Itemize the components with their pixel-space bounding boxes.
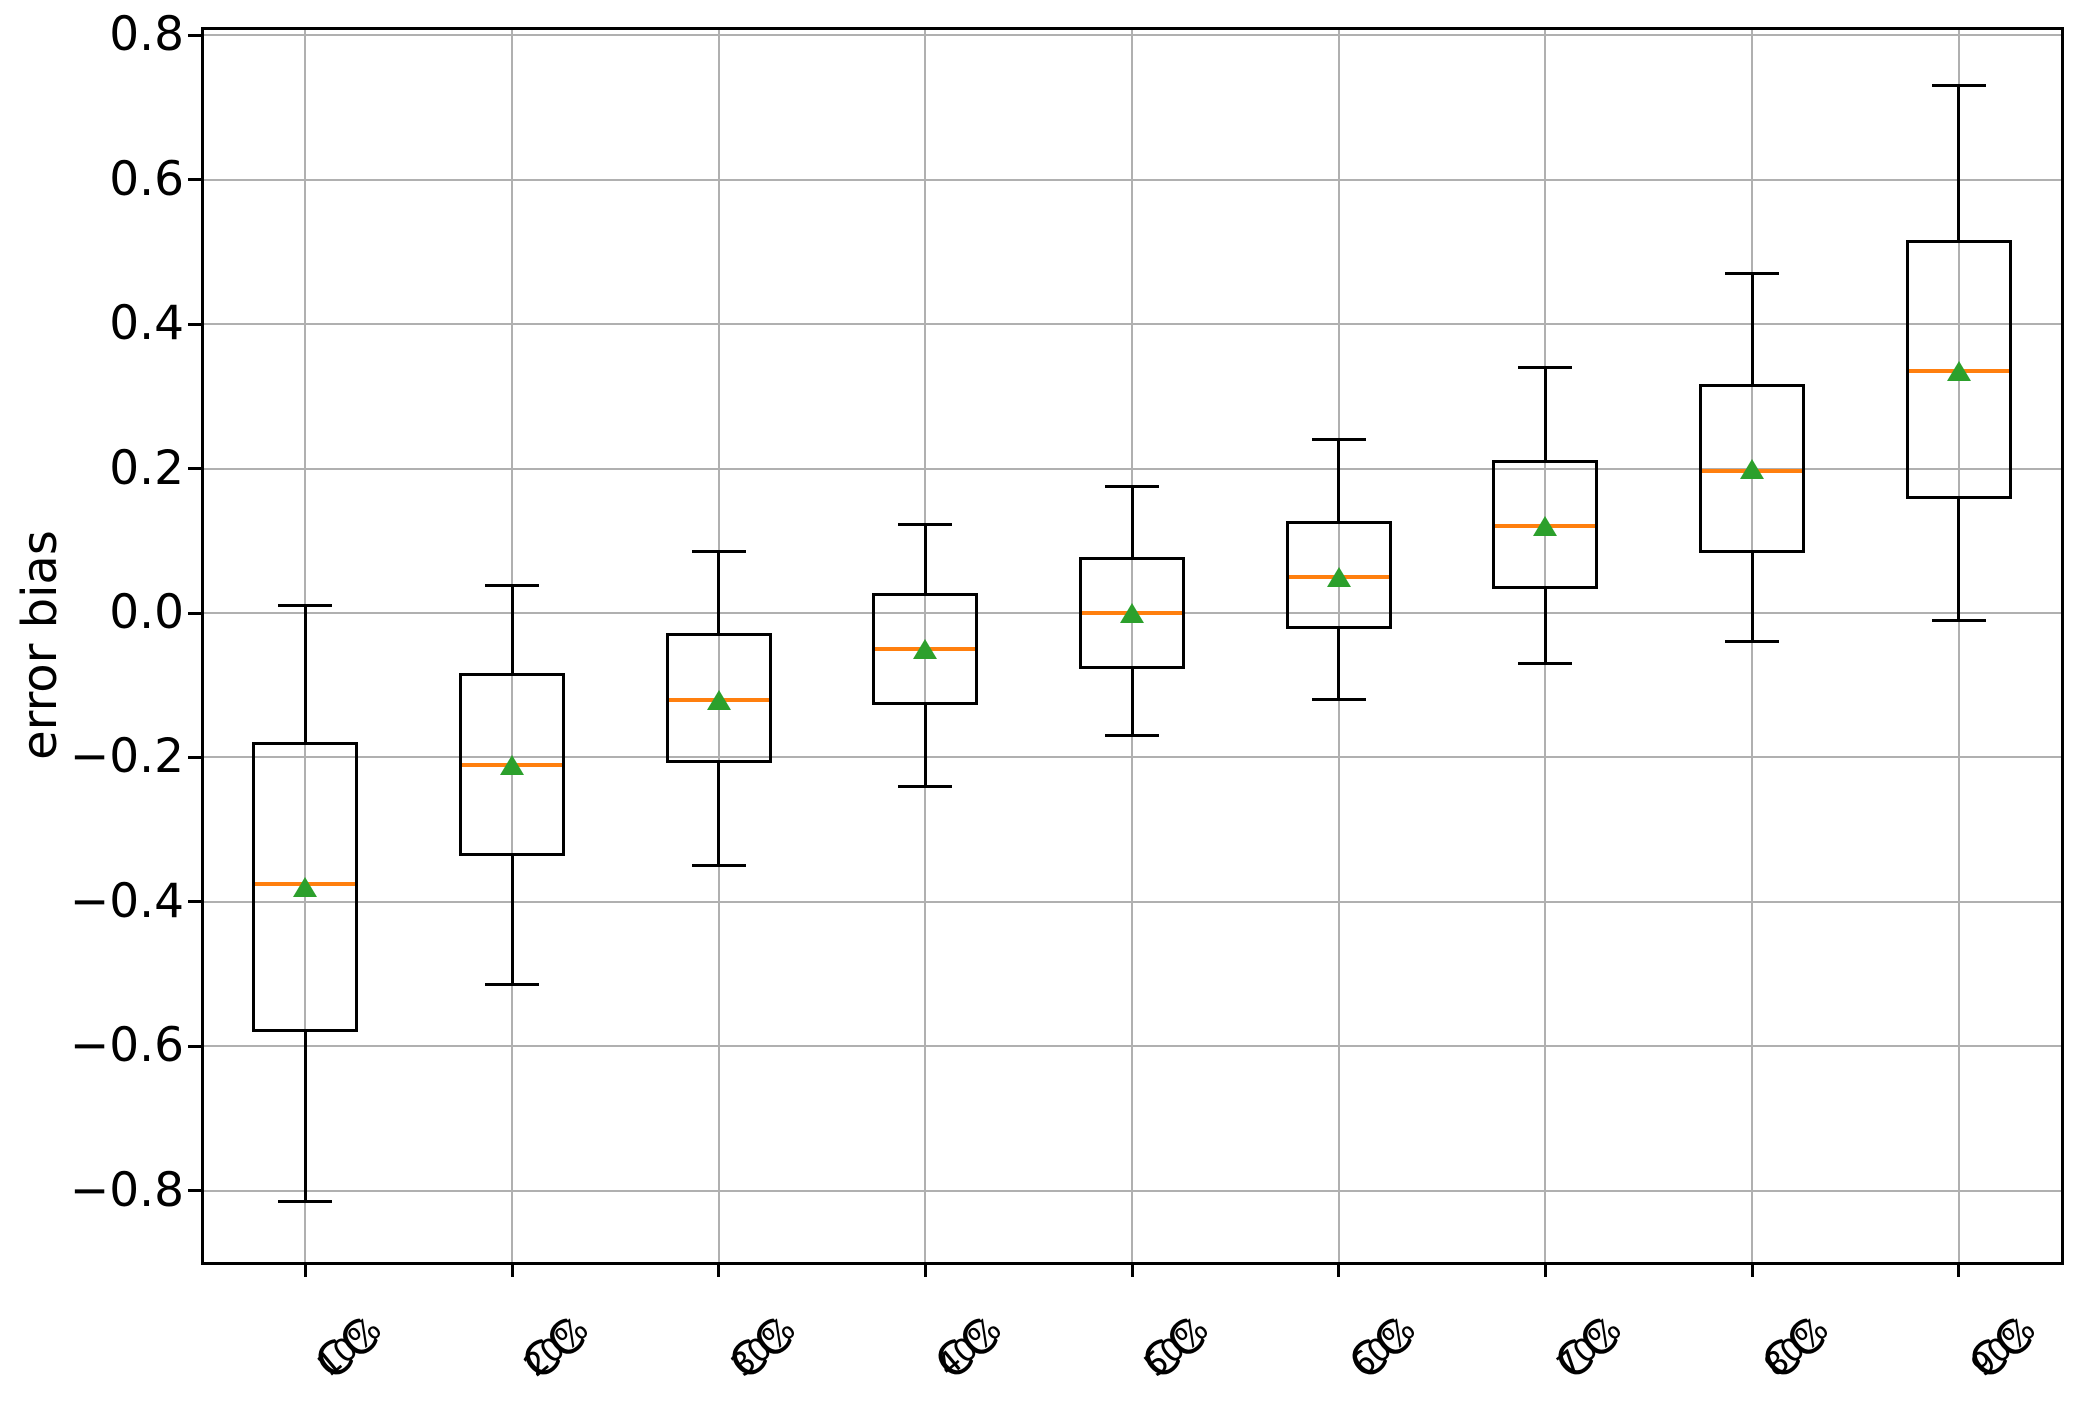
box-iqr [1079, 557, 1185, 669]
mean-marker [1326, 566, 1351, 587]
mean-marker [1740, 458, 1764, 479]
x-tick-mark [1130, 1263, 1134, 1277]
y-tick-mark [188, 1189, 202, 1193]
y-tick-label: 0.2 [109, 440, 184, 496]
whisker-cap-lower [691, 864, 746, 868]
box-iqr [1699, 384, 1805, 554]
whisker-cap-lower [485, 983, 539, 987]
whisker-lower [303, 1030, 307, 1202]
x-tick-label-subscript: 30% [723, 1309, 803, 1385]
box-iqr [665, 633, 772, 763]
whisker-upper [1337, 439, 1341, 523]
y-tick-label: 0.6 [109, 151, 184, 207]
x-tick-label-subscript: 10% [309, 1309, 389, 1385]
whisker-cap-upper [1105, 485, 1159, 489]
mean-marker [913, 639, 938, 660]
x-tick-label-subscript: 90% [1963, 1309, 2043, 1385]
whisker-upper [1543, 367, 1547, 462]
y-tick-label: −0.4 [69, 873, 184, 929]
whisker-cap-lower [1725, 640, 1779, 644]
y-tick-mark [188, 178, 202, 182]
y-tick-mark [188, 900, 202, 904]
whisker-upper [1957, 85, 1961, 242]
mean-marker [1533, 516, 1558, 537]
whisker-upper [1750, 273, 1754, 386]
whisker-cap-upper [1931, 84, 1986, 88]
y-tick-mark [188, 755, 202, 759]
box-iqr [1285, 521, 1392, 629]
x-tick-mark [510, 1263, 514, 1277]
y-tick-label: 0.4 [109, 296, 184, 352]
whisker-lower [717, 761, 721, 866]
whisker-cap-upper [485, 584, 539, 588]
x-tick-label-subscript: 80% [1756, 1309, 1836, 1385]
y-tick-label: −0.2 [69, 729, 184, 785]
whisker-lower [510, 854, 514, 985]
whisker-cap-upper [278, 604, 333, 608]
mean-marker [1120, 603, 1144, 623]
box-iqr [872, 593, 979, 705]
mean-marker [1946, 361, 1971, 382]
whisker-cap-lower [278, 1200, 333, 1204]
x-tick-mark [303, 1263, 307, 1277]
y-tick-mark [188, 467, 202, 471]
whisker-cap-upper [1725, 272, 1779, 276]
whisker-lower [1543, 587, 1547, 664]
y-tick-label: −0.8 [69, 1162, 184, 1218]
whisker-upper [303, 605, 307, 743]
y-tick-label: 0.8 [109, 7, 184, 63]
x-tick-mark [923, 1263, 927, 1277]
whisker-lower [923, 703, 927, 787]
x-tick-label-subscript: 20% [516, 1309, 596, 1385]
y-tick-mark [188, 33, 202, 37]
x-tick-mark [1750, 1263, 1754, 1277]
whisker-cap-upper [898, 522, 953, 526]
box-iqr [459, 672, 565, 857]
whisker-upper [717, 551, 721, 635]
mean-marker [706, 689, 731, 710]
x-tick-label-subscript: 40% [929, 1309, 1009, 1385]
x-tick-label-subscript: 50% [1136, 1309, 1216, 1385]
y-tick-label: −0.6 [69, 1018, 184, 1074]
whisker-upper [1130, 486, 1134, 559]
x-tick-mark [1337, 1263, 1341, 1277]
whisker-upper [923, 524, 927, 595]
x-tick-mark [717, 1263, 721, 1277]
whisker-cap-lower [1311, 698, 1366, 702]
x-tick-label-subscript: 70% [1549, 1309, 1629, 1385]
whisker-lower [1957, 497, 1961, 621]
grid-line-vertical [1131, 28, 1133, 1263]
y-axis-title: error bias [12, 530, 68, 760]
whisker-upper [510, 585, 514, 675]
y-tick-mark [188, 611, 202, 615]
whisker-lower [1130, 667, 1134, 736]
whisker-cap-lower [1931, 618, 1986, 622]
x-tick-mark [1543, 1263, 1547, 1277]
mean-marker [500, 754, 524, 775]
whisker-cap-lower [1518, 662, 1573, 666]
grid-line-vertical [1751, 28, 1753, 1263]
x-tick-mark [1957, 1263, 1961, 1277]
whisker-cap-upper [1311, 438, 1366, 442]
box-iqr [1905, 239, 2012, 499]
box-iqr [1492, 459, 1599, 590]
whisker-cap-lower [1105, 734, 1159, 738]
x-tick-label-subscript: 60% [1343, 1309, 1423, 1385]
grid-line-vertical [717, 28, 720, 1263]
whisker-lower [1337, 627, 1341, 700]
whisker-cap-upper [1518, 365, 1573, 369]
y-tick-mark [188, 322, 202, 326]
whisker-cap-lower [898, 784, 953, 788]
grid-line-vertical [1957, 28, 1960, 1263]
y-tick-label: 0.0 [109, 585, 184, 640]
y-tick-mark [188, 1044, 202, 1048]
mean-marker [293, 877, 318, 898]
whisker-cap-upper [691, 550, 746, 554]
whisker-lower [1750, 551, 1754, 642]
box-iqr [252, 741, 359, 1032]
